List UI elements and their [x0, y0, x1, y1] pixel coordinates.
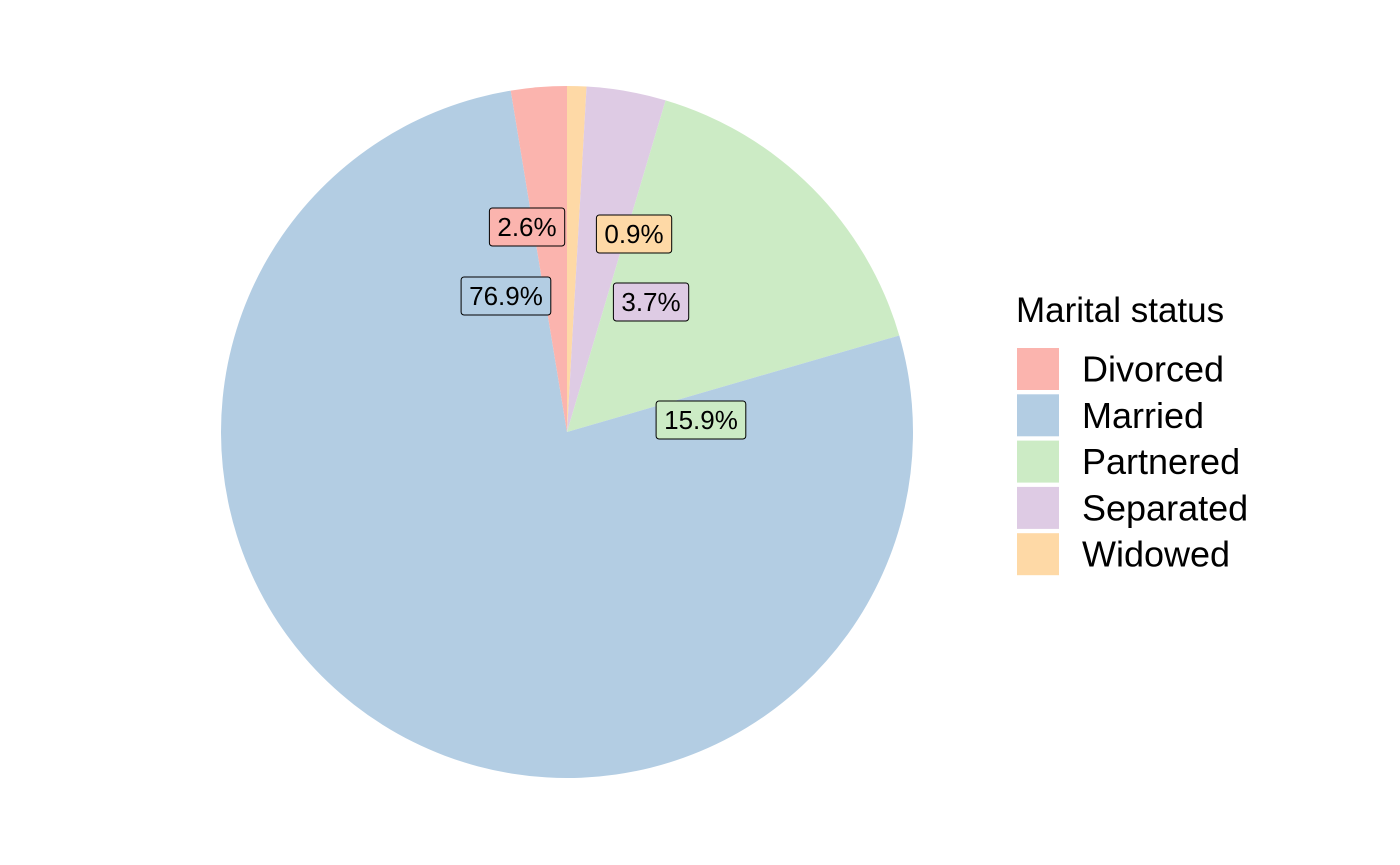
legend-swatch-married: [1017, 394, 1059, 437]
slice-label-box-separated: [612, 282, 690, 322]
slice-label-partnered: 15.9%: [655, 400, 747, 440]
legend-item-married: Married: [1017, 394, 1204, 437]
legend-item-partnered: Partnered: [1017, 440, 1240, 483]
slice-label-box-married: [460, 276, 552, 316]
slice-label-separated: 3.7%: [612, 282, 690, 322]
legend-swatch-separated: [1017, 486, 1059, 529]
legend-label-separated: Separated: [1082, 487, 1248, 528]
slice-label-text-partnered: 15.9%: [664, 405, 738, 435]
legend-label-widowed: Widowed: [1082, 534, 1230, 575]
pie-slice-married: [220, 90, 913, 779]
legend-label-married: Married: [1082, 395, 1204, 436]
slice-label-widowed: 0.9%: [595, 214, 673, 254]
pie-slice-separated: [567, 86, 666, 433]
legend-item-divorced: Divorced: [1017, 348, 1224, 390]
legend-swatch-widowed: [1017, 533, 1059, 576]
pie-slice-widowed: [567, 86, 587, 432]
pie-slices: [220, 86, 913, 779]
slice-label-box-partnered: [655, 400, 747, 440]
slice-label-box-divorced: [488, 207, 566, 247]
slice-label-text-married: 76.9%: [469, 281, 543, 311]
slice-label-text-separated: 3.7%: [621, 287, 680, 317]
legend-label-divorced: Divorced: [1082, 349, 1224, 390]
legend-swatch-divorced: [1017, 348, 1059, 390]
slice-label-divorced: 2.6%: [488, 207, 566, 247]
legend-swatch-partnered: [1017, 440, 1059, 483]
legend-title: Marital status: [1016, 291, 1224, 330]
slice-label-text-divorced: 2.6%: [497, 212, 556, 242]
slice-label-married: 76.9%: [460, 276, 552, 316]
legend-item-widowed: Widowed: [1017, 533, 1230, 576]
legend-label-partnered: Partnered: [1082, 441, 1240, 482]
slice-label-text-widowed: 0.9%: [604, 219, 663, 249]
legend: Marital status Divorced Married Partnered S…: [1016, 291, 1248, 576]
pie-slice-divorced: [510, 86, 567, 432]
slice-labels: 0.9% 3.7% 15.9% 76.9% 2.6%: [460, 207, 747, 440]
slice-label-box-widowed: [595, 214, 673, 254]
legend-items: Divorced Married Partnered Separated Widowed: [1017, 348, 1248, 576]
legend-item-separated: Separated: [1017, 486, 1248, 529]
pie-slice-partnered: [567, 100, 900, 432]
